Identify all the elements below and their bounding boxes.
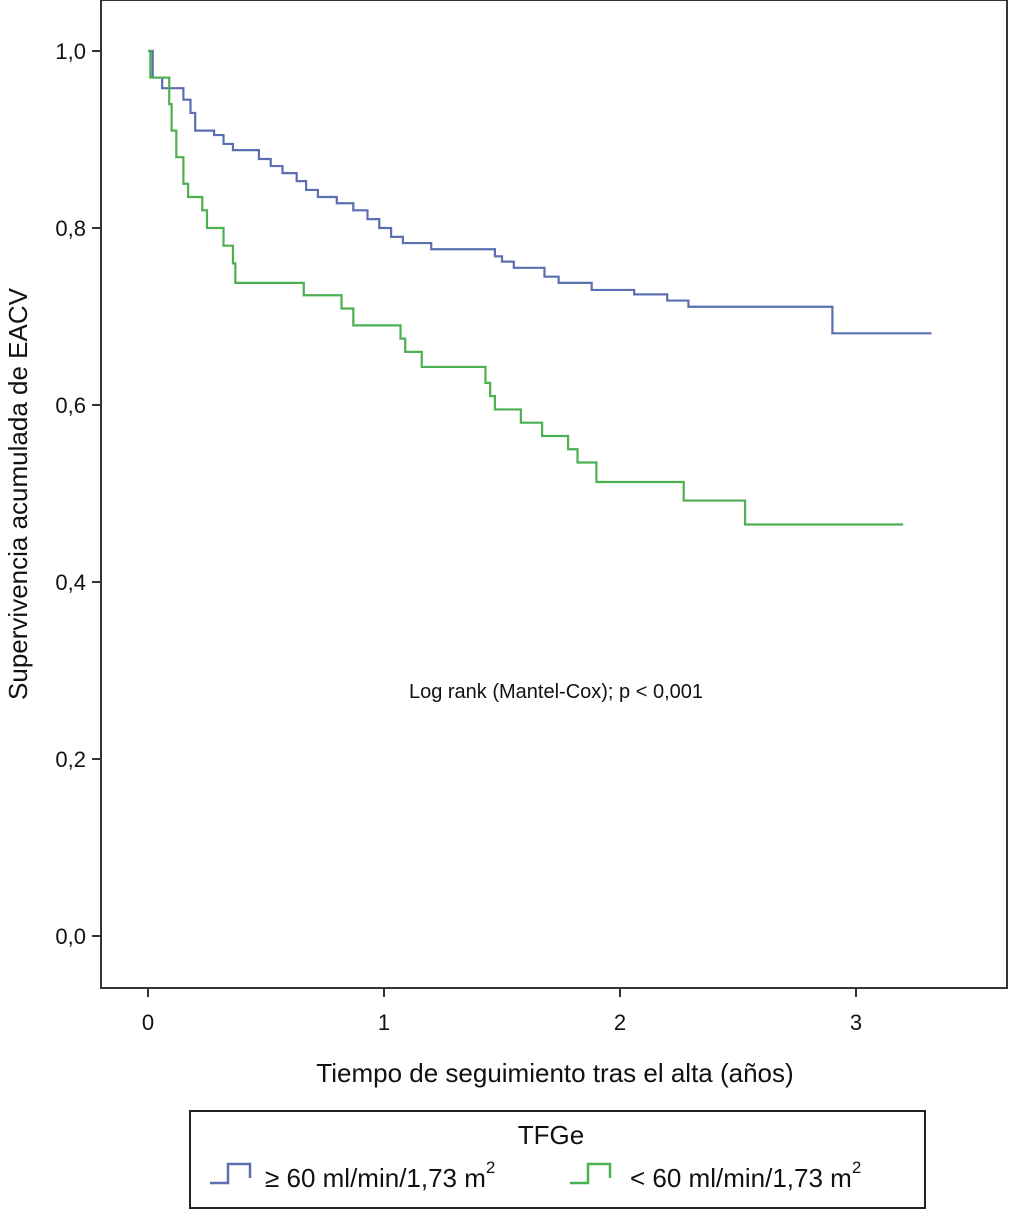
y-tick-label: 0,2 [55, 747, 86, 772]
legend: TFGe ≥ 60 ml/min/1,73 m2 < 60 ml/min/1,7… [189, 1110, 926, 1209]
x-tick-label: 0 [142, 1010, 154, 1035]
x-axis-title: Tiempo de seguimiento tras el alta (años… [316, 1058, 793, 1088]
y-tick-label: 0,4 [55, 570, 86, 595]
y-tick-label: 0,8 [55, 216, 86, 241]
plot-frame [100, 0, 1008, 989]
y-axis: 0,0 0,2 0,4 0,6 0,8 1,0 [55, 39, 101, 949]
x-tick-label: 3 [850, 1010, 862, 1035]
x-tick-label: 1 [378, 1010, 390, 1035]
y-axis-title: Supervivencia acumulada de EACV [3, 287, 33, 700]
legend-step-icon-high [210, 1162, 252, 1185]
logrank-annotation: Log rank (Mantel-Cox); p < 0,001 [409, 681, 703, 703]
survival-curve-egfr-low [148, 49, 904, 526]
x-tick-label: 2 [614, 1010, 626, 1035]
legend-step-icon-low [570, 1162, 612, 1185]
y-tick-label: 1,0 [55, 39, 86, 64]
x-axis: 0 1 2 3 [142, 988, 862, 1035]
legend-title: TFGe [518, 1120, 584, 1150]
legend-label-low: < 60 ml/min/1,73 m2 [630, 1158, 861, 1193]
survival-curves [148, 49, 932, 526]
y-tick-label: 0,6 [55, 393, 86, 418]
survival-curve-egfr-high [148, 49, 932, 335]
legend-box [189, 1110, 926, 1209]
legend-label-high: ≥ 60 ml/min/1,73 m2 [265, 1158, 495, 1193]
y-tick-label: 0,0 [55, 924, 86, 949]
